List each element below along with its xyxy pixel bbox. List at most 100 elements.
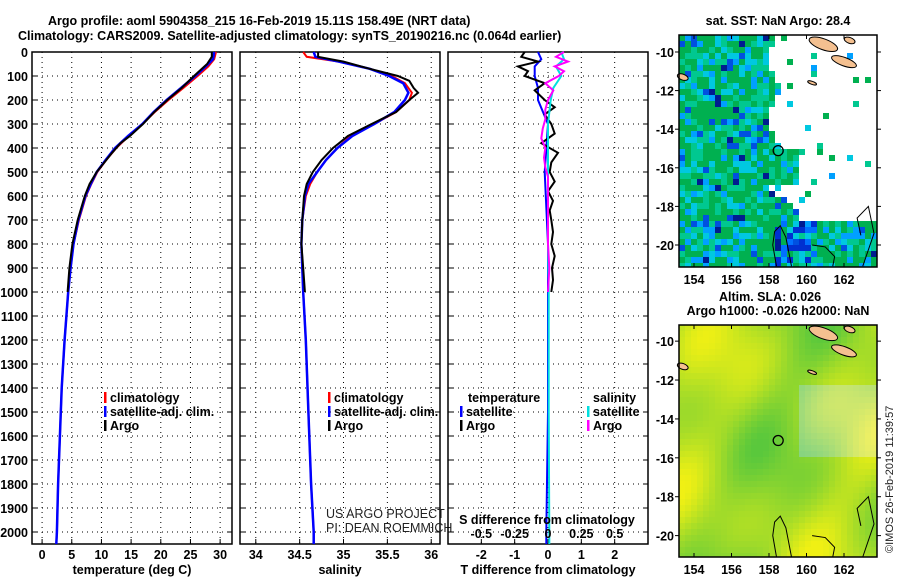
- map-cell: [841, 421, 847, 427]
- map-cell: [787, 463, 793, 469]
- map-cell: [775, 355, 781, 361]
- map-cell: [751, 107, 757, 113]
- map-cell: [757, 439, 763, 445]
- map-cell: [697, 47, 703, 53]
- map-cell: [775, 155, 781, 161]
- map-cell: [745, 197, 751, 203]
- map-cell: [739, 227, 745, 233]
- legend-swatch: [460, 420, 463, 431]
- map-cell: [853, 233, 859, 239]
- map-cell: [763, 379, 769, 385]
- map-cell: [721, 331, 727, 337]
- map-cell: [811, 529, 817, 535]
- map-cell: [715, 541, 721, 547]
- map-cell: [697, 463, 703, 469]
- map-cell: [835, 529, 841, 535]
- map-cell: [799, 481, 805, 487]
- map-cell: [871, 457, 877, 463]
- map-cell: [721, 427, 727, 433]
- map-cell: [691, 233, 697, 239]
- map-cell: [781, 367, 787, 373]
- map-cell: [739, 451, 745, 457]
- map-cell: [685, 251, 691, 257]
- map-cell: [733, 391, 739, 397]
- map-cell: [679, 161, 685, 167]
- map-cell: [727, 373, 733, 379]
- map-cell: [691, 385, 697, 391]
- map-cell: [679, 529, 685, 535]
- map-cell: [811, 379, 817, 385]
- map-cell: [769, 251, 775, 257]
- map-cell: [691, 379, 697, 385]
- map-cell: [853, 535, 859, 541]
- map-cell: [679, 541, 685, 547]
- map-cell: [721, 367, 727, 373]
- map-cell: [847, 481, 853, 487]
- map-cell: [727, 143, 733, 149]
- map-cell: [859, 245, 865, 251]
- map-cell: [763, 487, 769, 493]
- map-cell: [793, 161, 799, 167]
- map-cell: [757, 523, 763, 529]
- map-cell: [703, 161, 709, 167]
- map-cell: [829, 523, 835, 529]
- map-cell: [685, 535, 691, 541]
- map-cell: [727, 83, 733, 89]
- map-cell: [691, 155, 697, 161]
- map-cell: [745, 511, 751, 517]
- map-cell: [709, 481, 715, 487]
- map-cell: [853, 331, 859, 337]
- map-cell: [763, 511, 769, 517]
- map-cell: [733, 149, 739, 155]
- map-cell: [871, 469, 877, 475]
- map-cell: [787, 379, 793, 385]
- map-cell: [835, 445, 841, 451]
- map-cell: [709, 71, 715, 77]
- map-cell: [709, 89, 715, 95]
- map-cell: [847, 409, 853, 415]
- map-cell: [775, 203, 781, 209]
- map-cell: [703, 445, 709, 451]
- map-cell: [817, 409, 823, 415]
- map-cell: [739, 373, 745, 379]
- map-cell: [745, 35, 751, 41]
- map-cell: [751, 457, 757, 463]
- map-cell: [721, 379, 727, 385]
- map-cell: [841, 257, 847, 263]
- map-cell: [811, 415, 817, 421]
- map-cell: [811, 481, 817, 487]
- map-cell: [865, 445, 871, 451]
- map-cell: [775, 221, 781, 227]
- map-cell: [733, 221, 739, 227]
- map-cell: [793, 541, 799, 547]
- map-cell: [853, 553, 859, 557]
- map-cell: [679, 415, 685, 421]
- map-cell: [793, 547, 799, 553]
- map-cell: [679, 505, 685, 511]
- map-cell: [799, 493, 805, 499]
- map-cell: [775, 367, 781, 373]
- map-cell: [763, 331, 769, 337]
- map-cell: [811, 541, 817, 547]
- map-cell: [787, 215, 793, 221]
- map-cell: [805, 379, 811, 385]
- map-cell: [721, 475, 727, 481]
- map-cell: [697, 487, 703, 493]
- map-cell: [697, 131, 703, 137]
- map-cell: [703, 185, 709, 191]
- map-cell: [847, 391, 853, 397]
- map-cell: [703, 251, 709, 257]
- map-cell: [811, 511, 817, 517]
- map-cell: [793, 397, 799, 403]
- map-cell: [715, 173, 721, 179]
- map-cell: [865, 499, 871, 505]
- map-cell: [781, 499, 787, 505]
- map-cell: [691, 59, 697, 65]
- map-cell: [697, 101, 703, 107]
- map-cell: [721, 439, 727, 445]
- map-cell: [739, 95, 745, 101]
- map-cell: [871, 337, 877, 343]
- map-cell: [841, 499, 847, 505]
- lon-tick-label: 154: [684, 563, 705, 577]
